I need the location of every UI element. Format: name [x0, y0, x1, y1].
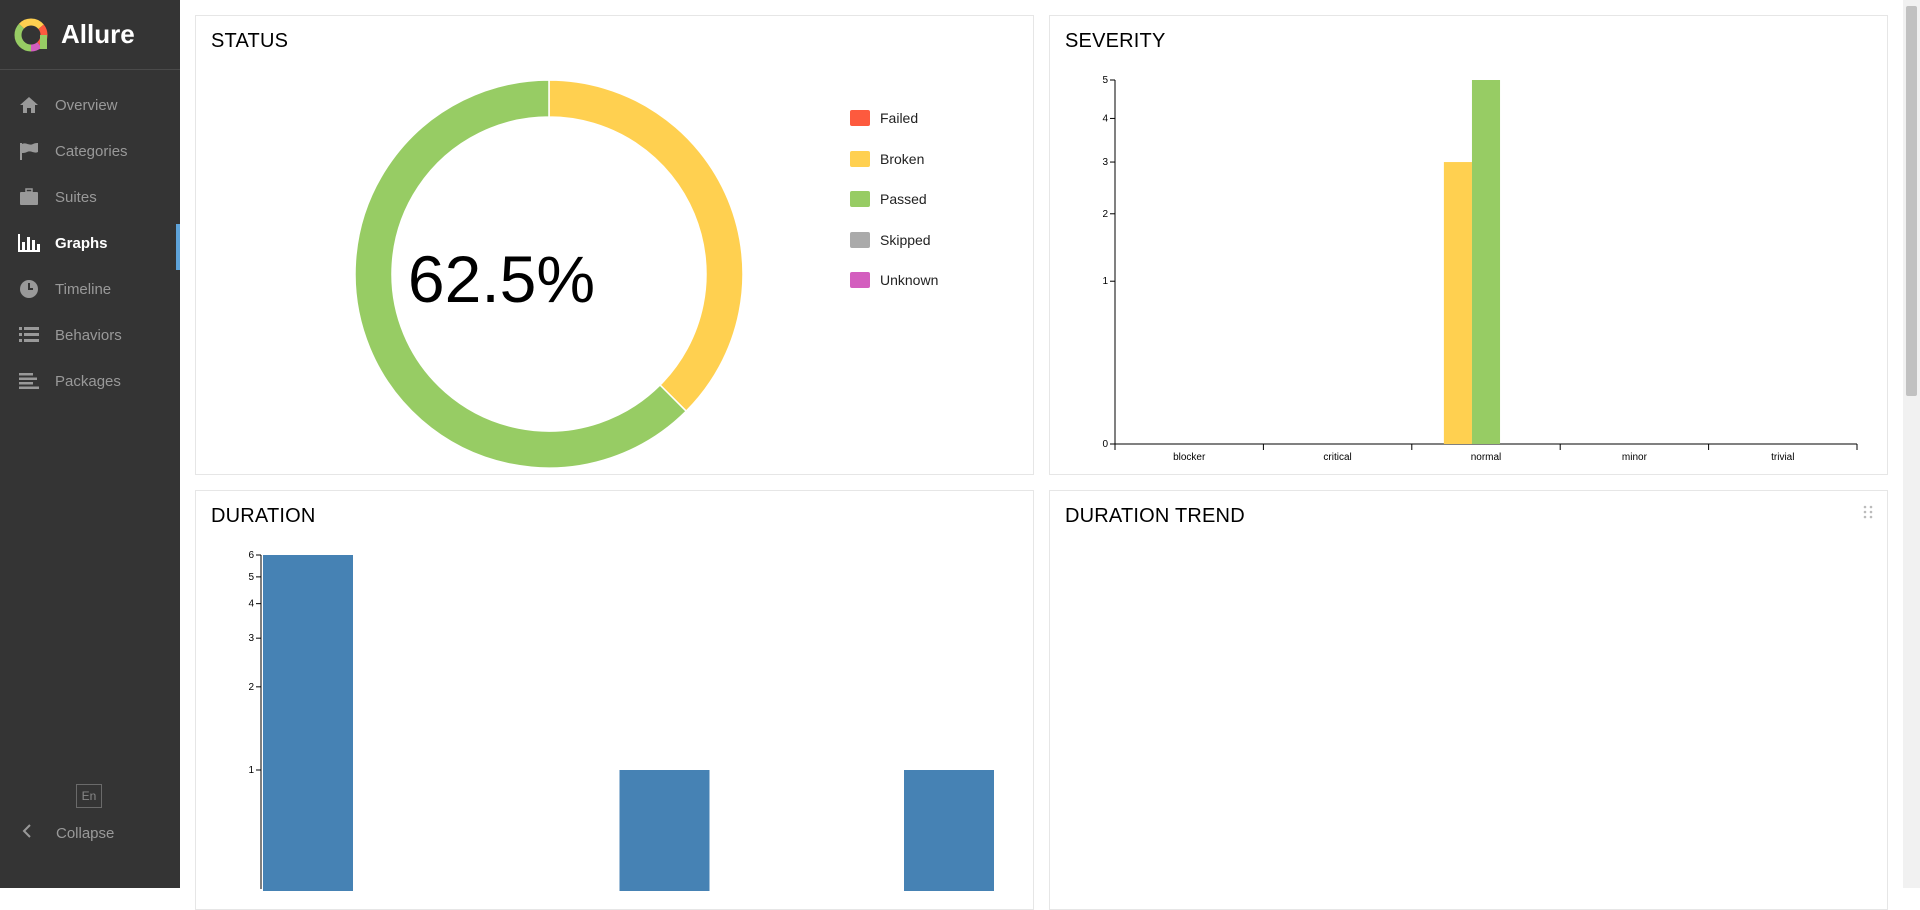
status-legend: Failed Broken Passed Skipped Unknown [850, 108, 938, 311]
bar-chart-icon [18, 232, 40, 254]
severity-x-tick-label: critical [1323, 452, 1351, 463]
sidebar-item-label: Suites [55, 188, 97, 206]
severity-y-tick-label: 0 [1102, 439, 1108, 450]
collapse-button[interactable]: Collapse [22, 824, 114, 842]
collapse-label: Collapse [56, 824, 115, 842]
legend-item-skipped[interactable]: Skipped [850, 230, 938, 250]
status-percent-label: 62.5% [407, 242, 596, 316]
sidebar-item-packages[interactable]: Packages [0, 358, 180, 404]
page-scrollbar[interactable] [1903, 0, 1920, 888]
severity-y-tick-label: 3 [1102, 157, 1108, 168]
sidebar-menu: Overview Categories Suites Graphs Timeli… [0, 82, 180, 404]
align-left-icon [18, 370, 40, 392]
brand[interactable]: Allure [0, 0, 180, 70]
severity-y-tick-label: 5 [1102, 75, 1108, 86]
severity-y-tick-label: 4 [1102, 113, 1108, 124]
sidebar-item-label: Graphs [55, 234, 108, 252]
home-icon [18, 94, 40, 116]
sidebar-item-overview[interactable]: Overview [0, 82, 180, 128]
severity-widget: SEVERITY 0 1 2 3 4 5 blocker critical normal mino… [1049, 15, 1888, 475]
status-widget: STATUS 62.5% Failed Broken Passed Skippe… [195, 15, 1034, 475]
sidebar-item-behaviors[interactable]: Behaviors [0, 312, 180, 358]
widget-title: SEVERITY [1065, 30, 1166, 52]
legend-swatch [850, 150, 870, 167]
severity-x-tick-label: minor [1622, 452, 1648, 463]
widget-title: DURATION [211, 505, 316, 527]
app-title: Allure [61, 19, 135, 49]
severity-bar-chart: 0 1 2 3 4 5 blocker critical normal minor trivial [1102, 75, 1858, 463]
drag-handle-icon[interactable] [1863, 505, 1873, 519]
chevron-left-icon [22, 824, 36, 842]
sidebar-item-categories[interactable]: Categories [0, 128, 180, 174]
legend-item-failed[interactable]: Failed [850, 108, 938, 128]
duration-widget: DURATION 1 2 3 4 5 6 [195, 490, 1034, 910]
legend-item-passed[interactable]: Passed [850, 189, 938, 209]
legend-label: Skipped [880, 231, 931, 248]
sidebar-item-label: Overview [55, 96, 118, 114]
clock-icon [18, 278, 40, 300]
severity-bar-passed-normal [1471, 80, 1501, 444]
severity-x-tick-label: blocker [1173, 452, 1206, 463]
sidebar-item-timeline[interactable]: Timeline [0, 266, 180, 312]
duration-y-tick-label: 3 [248, 633, 254, 644]
legend-swatch [850, 272, 870, 288]
scrollbar-thumb[interactable] [1906, 6, 1917, 396]
duration-bar [904, 770, 994, 891]
sidebar: Allure Overview Categories Suites Graphs [0, 0, 180, 888]
sidebar-item-label: Packages [55, 372, 121, 390]
language-button[interactable]: En [76, 784, 102, 808]
legend-label: Failed [880, 110, 919, 126]
duration-y-tick-label: 4 [248, 599, 254, 610]
severity-y-tick-label: 1 [1102, 276, 1108, 287]
severity-bar-broken-normal [1443, 162, 1472, 444]
duration-trend-widget: DURATION TREND [1049, 490, 1888, 910]
legend-label: Unknown [880, 272, 939, 288]
duration-bar [263, 555, 353, 891]
legend-item-unknown[interactable]: Unknown [850, 270, 938, 290]
briefcase-icon [18, 186, 40, 208]
duration-y-tick-label: 6 [248, 550, 254, 561]
duration-y-tick-label: 1 [248, 765, 254, 776]
sidebar-item-label: Categories [55, 142, 128, 160]
widget-title: DURATION TREND [1065, 505, 1245, 527]
severity-y-tick-label: 2 [1102, 209, 1108, 220]
sidebar-item-label: Timeline [55, 280, 112, 298]
sidebar-item-graphs[interactable]: Graphs [0, 220, 180, 270]
flag-icon [18, 140, 40, 162]
status-donut-chart [354, 79, 744, 469]
list-icon [18, 324, 40, 346]
legend-swatch [850, 110, 870, 126]
severity-x-tick-label: normal [1471, 452, 1502, 463]
allure-logo-icon [14, 18, 48, 51]
legend-label: Broken [880, 150, 925, 167]
severity-x-tick-label: trivial [1771, 452, 1794, 463]
widget-title: STATUS [211, 30, 289, 52]
duration-bar-chart: 1 2 3 4 5 6 [248, 550, 994, 891]
legend-swatch [850, 231, 870, 248]
legend-label: Passed [880, 191, 927, 207]
duration-y-tick-label: 2 [248, 682, 254, 693]
duration-bar [619, 770, 710, 891]
sidebar-item-suites[interactable]: Suites [0, 174, 180, 220]
duration-y-tick-label: 5 [248, 572, 254, 583]
donut-slice-passed [354, 79, 688, 469]
legend-item-broken[interactable]: Broken [850, 149, 938, 169]
sidebar-item-label: Behaviors [55, 326, 122, 344]
legend-swatch [850, 191, 870, 207]
